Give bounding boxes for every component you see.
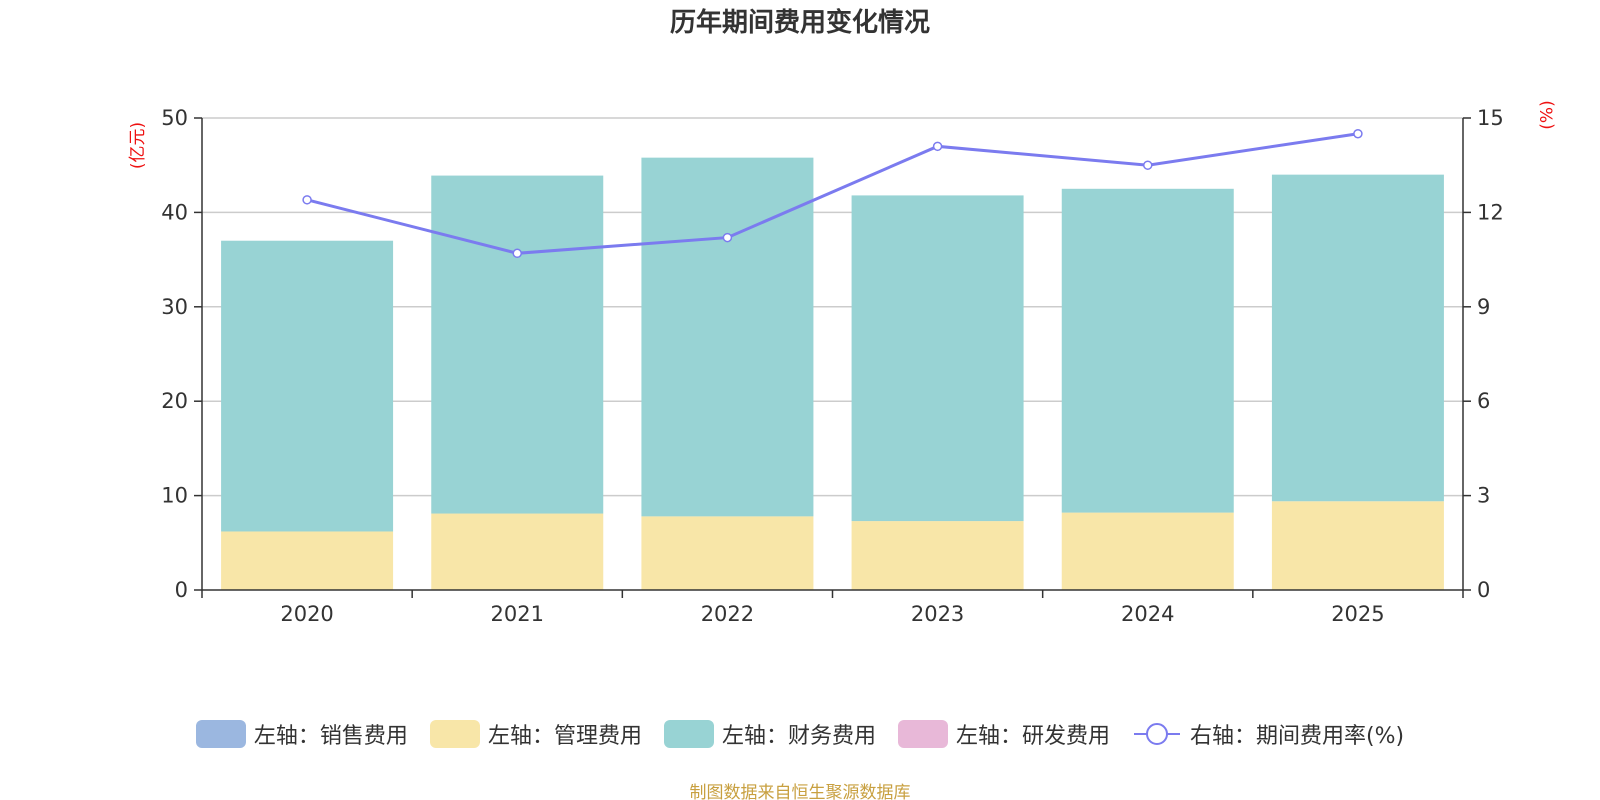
- legend-line-marker-icon: [1133, 723, 1180, 745]
- expense-rate-point-2025[interactable]: [1353, 128, 1363, 139]
- legend-swatch-finance: [663, 720, 714, 748]
- x-axis-tick-label: 2022: [701, 602, 754, 626]
- bar-2023-s1[interactable]: [851, 521, 1024, 590]
- expense-rate-line: [306, 132, 1359, 255]
- expense-rate-point-2021[interactable]: [512, 248, 522, 259]
- legend-item-sales[interactable]: 左轴：销售费用: [195, 718, 408, 750]
- right-axis-tick-label: 9: [1477, 295, 1490, 319]
- chart-plot: 0 10 20 30 40 50 0 3 6 9 12 15 2020 2021 2022 2023 2024 2…: [161, 106, 1504, 626]
- bar-2025-s2[interactable]: [1271, 174, 1444, 502]
- legend-item-expense-rate[interactable]: 右轴：期间费用率(%): [1132, 718, 1404, 750]
- x-axis-tick-label: 2020: [280, 602, 333, 626]
- legend-label-sales: 左轴：销售费用: [253, 724, 408, 749]
- bar-2021-s1[interactable]: [431, 513, 604, 590]
- legend-item-finance[interactable]: 左轴：财务费用: [663, 718, 876, 750]
- bar-2024-s1[interactable]: [1061, 512, 1234, 590]
- x-axis-tick-label: 2024: [1121, 602, 1174, 626]
- right-axis-tick-label: 6: [1477, 389, 1490, 413]
- expense-rate-point-2020[interactable]: [302, 195, 312, 205]
- bar-2020-s2[interactable]: [221, 240, 394, 532]
- source-note: 制图数据来自恒生聚源数据库: [689, 783, 911, 800]
- legend-swatch-admin: [429, 720, 480, 748]
- bar-2025-s1[interactable]: [1271, 501, 1444, 590]
- bar-2020-s1[interactable]: [221, 531, 394, 590]
- bar-2023-s2[interactable]: [851, 195, 1024, 522]
- right-axis-tick-label: 15: [1477, 106, 1504, 130]
- right-axis-tick-label: 12: [1477, 200, 1504, 224]
- left-axis-tick-label: 50: [161, 106, 188, 130]
- expense-rate-point-2022[interactable]: [722, 232, 733, 243]
- bar-2021-s2[interactable]: [431, 175, 604, 514]
- legend: 左轴：销售费用 左轴：管理费用 左轴：财务费用 左轴：研发费用 右轴：期间费用率…: [0, 718, 1600, 750]
- chart-title: 历年期间费用变化情况: [669, 8, 930, 38]
- legend-swatch-sales: [195, 720, 246, 748]
- legend-item-rnd[interactable]: 左轴：研发费用: [897, 718, 1110, 750]
- legend-label-rnd: 左轴：研发费用: [955, 724, 1110, 749]
- bar-2024-s2[interactable]: [1061, 188, 1234, 513]
- legend-label-finance: 左轴：财务费用: [721, 724, 876, 749]
- x-axis-tick-label: 2021: [491, 602, 544, 626]
- left-axis-tick-label: 30: [161, 295, 188, 319]
- left-axis-tick-label: 0: [175, 578, 188, 602]
- legend-item-admin[interactable]: 左轴：管理费用: [429, 718, 642, 750]
- left-axis-tick-label: 20: [161, 389, 188, 413]
- expense-rate-point-2023[interactable]: [932, 141, 943, 152]
- legend-swatch-rnd: [897, 720, 948, 748]
- left-axis-tick-label: 10: [161, 484, 188, 508]
- legend-label-expense-rate: 右轴：期间费用率(%): [1189, 724, 1405, 749]
- expense-rate-point-2024[interactable]: [1143, 160, 1153, 170]
- bar-2022-s2[interactable]: [641, 157, 814, 517]
- right-axis-tick-label: 0: [1477, 578, 1490, 602]
- x-axis-tick-label: 2023: [911, 602, 964, 626]
- legend-label-admin: 左轴：管理费用: [487, 724, 642, 749]
- x-axis-tick-label: 2025: [1331, 602, 1384, 626]
- left-axis-tick-label: 40: [161, 200, 188, 224]
- right-axis-tick-label: 3: [1477, 484, 1490, 508]
- bar-2022-s1[interactable]: [641, 516, 814, 590]
